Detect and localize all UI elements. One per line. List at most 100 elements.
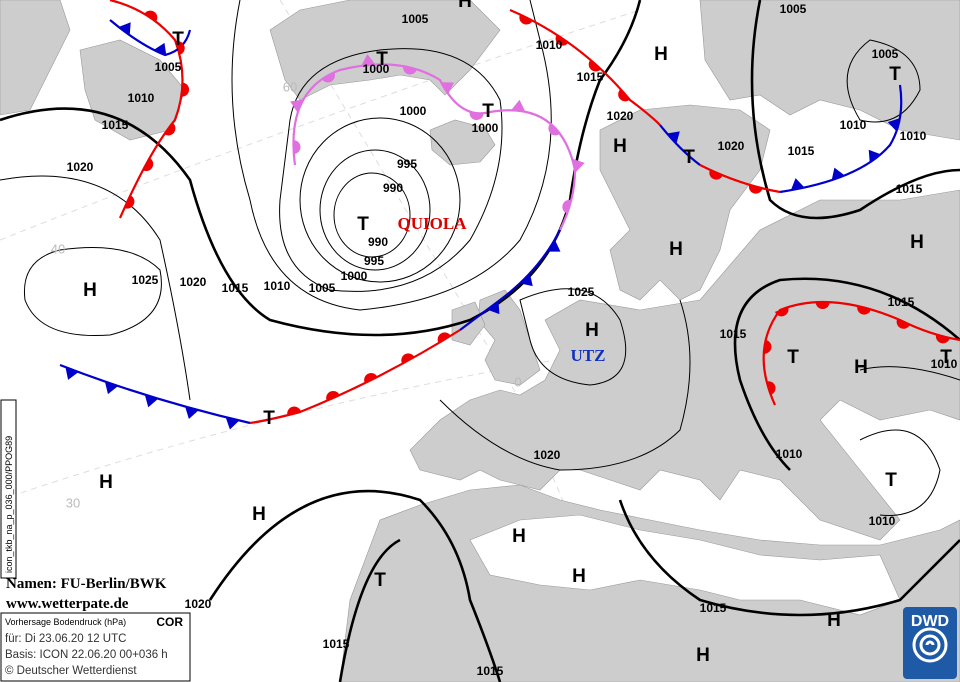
front-symbol (511, 99, 526, 112)
front-symbol (153, 42, 167, 56)
front-symbol (469, 112, 484, 121)
warm-front (699, 164, 781, 194)
pressure-label: 1015 (102, 118, 129, 132)
front-symbol (185, 406, 199, 419)
front-symbol (588, 59, 601, 72)
graticule (0, 9, 641, 241)
front-symbol (766, 381, 776, 395)
low-label: T (357, 214, 369, 235)
product-id: icon_tkb_na_p_036_000/PPOG89 (4, 436, 14, 573)
pressure-label: 1015 (577, 70, 604, 84)
isobar (0, 175, 191, 401)
isobar (859, 366, 960, 381)
graticule-label: 0 (514, 374, 521, 389)
front-symbol (321, 72, 335, 83)
low-label: T (787, 347, 799, 368)
pressure-label: 1020 (180, 275, 207, 289)
isobar (338, 538, 401, 682)
isobar (23, 247, 162, 337)
high-label: H (910, 232, 924, 253)
pressure-label: 1010 (900, 129, 927, 143)
pressure-label: 1015 (788, 144, 815, 158)
pressure-label: 1010 (869, 514, 896, 528)
front-symbol (361, 54, 376, 66)
isobar (750, 0, 960, 220)
isobar (319, 149, 431, 271)
low-label: T (376, 49, 388, 70)
low-label: T (482, 101, 494, 122)
land (409, 189, 960, 541)
logo-text: DWD (911, 613, 949, 630)
isobar (519, 288, 627, 386)
high-label: H (252, 504, 266, 525)
pressure-label: 1005 (155, 60, 182, 74)
front-symbol (104, 381, 119, 395)
pressure-label: 1005 (780, 2, 807, 16)
pressure-label: 1025 (132, 273, 159, 287)
land (0, 0, 71, 116)
pressure-label: 1010 (840, 118, 867, 132)
graticule-label: 60 (283, 79, 297, 94)
pressure-label: 1015 (477, 664, 504, 678)
front-symbol (437, 332, 451, 344)
cold-front (779, 84, 903, 194)
front-symbol (290, 99, 304, 113)
front-symbol (403, 65, 417, 75)
low-label: T (374, 570, 386, 591)
front-symbol (555, 34, 569, 46)
low-label: T (885, 470, 897, 491)
front-symbol (547, 239, 561, 252)
front-symbol (763, 339, 772, 354)
isobar (733, 277, 960, 471)
isobar (618, 499, 960, 617)
front-symbol (487, 301, 500, 315)
pressure-label: 1000 (400, 104, 427, 118)
front-symbol (887, 118, 901, 132)
isobar (333, 172, 411, 258)
front-symbol (293, 140, 301, 155)
graticule-label: 30 (66, 495, 80, 510)
front-symbol (124, 195, 135, 209)
info-copyright: © Deutscher Wetterdienst (5, 665, 137, 677)
warm-front (249, 329, 461, 425)
front-symbol (774, 306, 789, 317)
front-symbol (572, 158, 585, 173)
low-label: T (263, 408, 275, 429)
front-symbol (666, 131, 680, 144)
pressure-label: 1015 (896, 182, 923, 196)
high-label: H (613, 136, 627, 157)
isobar (846, 39, 921, 123)
front-symbol (364, 372, 378, 384)
pressure-label: 1000 (363, 62, 390, 76)
high-label: H (669, 239, 683, 260)
isobar (299, 117, 461, 283)
high-label: H (654, 44, 668, 65)
front-symbol (935, 334, 950, 344)
pressure-label: 1010 (264, 279, 291, 293)
pressure-label: 1015 (323, 637, 350, 651)
high-label: H (99, 472, 113, 493)
front-symbol (815, 301, 830, 310)
info-basis: Basis: ICON 22.06.20 00+036 h (5, 649, 168, 661)
land (599, 104, 771, 301)
front-symbol (181, 82, 190, 97)
pressure-label: 1015 (720, 327, 747, 341)
pressure-label: 1020 (718, 139, 745, 153)
credit-text: Namen: FU-Berlin/BWK (6, 576, 167, 592)
pressure-label: 1000 (472, 121, 499, 135)
pressure-label: 1015 (888, 295, 915, 309)
occluded-front (292, 63, 577, 231)
pressure-label: 990 (383, 181, 403, 195)
front-symbol (831, 167, 845, 181)
info-box (0, 612, 191, 682)
front-symbol (401, 353, 415, 364)
info-valid: für: Di 23.06.20 12 UTC (5, 633, 126, 645)
front-symbol (144, 394, 159, 408)
front-symbol (868, 149, 881, 163)
front-symbol (857, 305, 871, 315)
isobar (231, 0, 552, 311)
low-label: T (683, 147, 695, 168)
front-symbol (519, 14, 533, 25)
